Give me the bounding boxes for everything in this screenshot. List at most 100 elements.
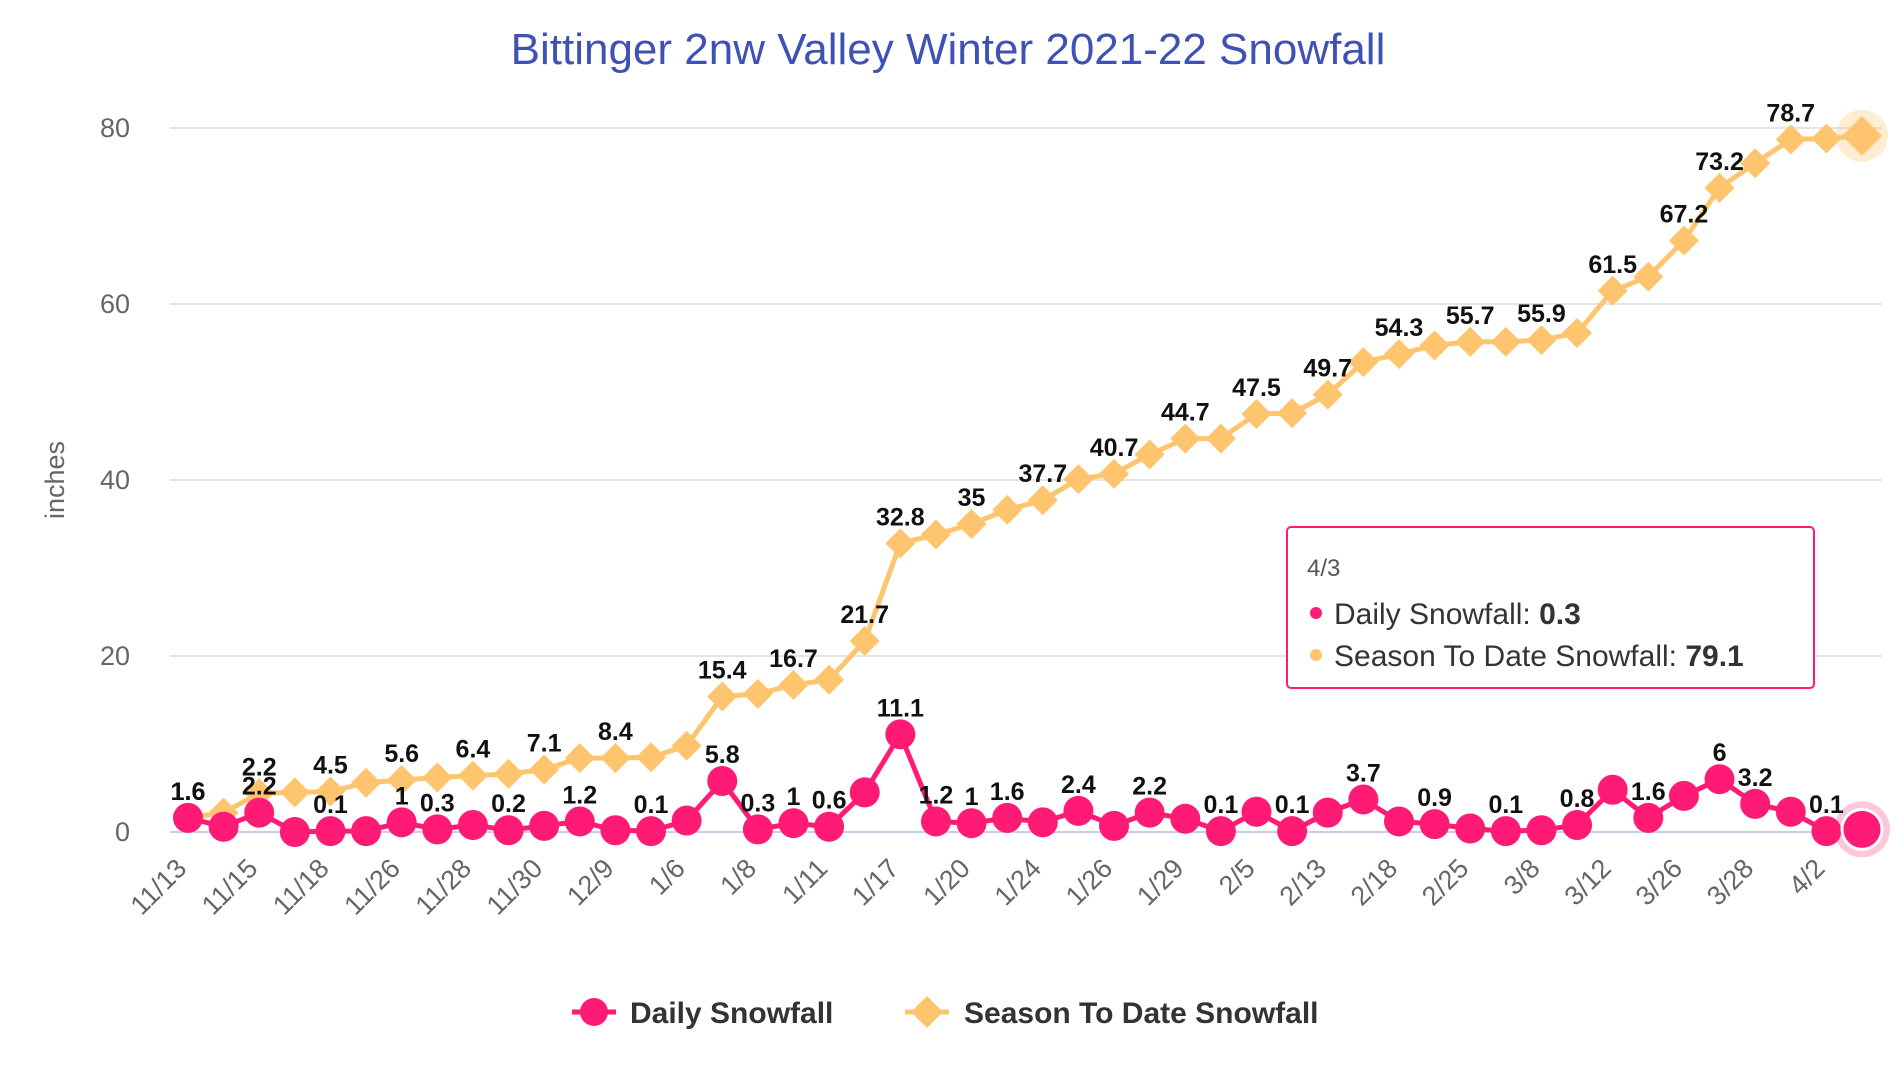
season-point[interactable] <box>422 762 453 793</box>
season-point[interactable] <box>1277 398 1308 429</box>
season-point[interactable] <box>1490 326 1521 357</box>
daily-point[interactable] <box>1704 764 1735 795</box>
daily-point[interactable] <box>1419 809 1450 840</box>
daily-point[interactable] <box>564 806 595 837</box>
season-point[interactable] <box>600 743 631 774</box>
season-point[interactable] <box>1241 399 1272 429</box>
daily-point[interactable] <box>849 777 880 808</box>
daily-point[interactable] <box>600 815 631 846</box>
season-point[interactable] <box>778 670 809 701</box>
daily-point[interactable] <box>1099 810 1130 841</box>
season-point[interactable] <box>1205 423 1236 454</box>
daily-point[interactable] <box>1205 816 1236 847</box>
daily-point[interactable] <box>814 811 845 842</box>
daily-point[interactable] <box>493 815 524 846</box>
daily-point[interactable] <box>1490 816 1521 847</box>
daily-point[interactable] <box>244 797 275 828</box>
daily-point[interactable] <box>1312 797 1343 828</box>
daily-point[interactable] <box>351 816 382 847</box>
season-point[interactable] <box>849 626 880 657</box>
season-point[interactable] <box>1704 172 1735 203</box>
season-point[interactable] <box>1597 275 1628 306</box>
season-point[interactable] <box>1668 225 1699 256</box>
season-point[interactable] <box>671 730 702 761</box>
daily-data-label: 2.2 <box>242 773 277 801</box>
season-point[interactable] <box>636 742 667 773</box>
daily-point[interactable] <box>956 808 987 839</box>
daily-point[interactable] <box>1241 796 1272 827</box>
season-point[interactable] <box>707 681 738 712</box>
season-point[interactable] <box>814 664 845 695</box>
season-point[interactable] <box>1027 485 1058 516</box>
season-point[interactable] <box>1633 261 1664 292</box>
season-point[interactable] <box>351 767 382 798</box>
daily-point[interactable] <box>1383 806 1414 837</box>
daily-point[interactable] <box>742 814 773 845</box>
season-point[interactable] <box>1455 326 1486 357</box>
tooltip-daily-marker <box>1310 607 1322 619</box>
daily-point[interactable] <box>1027 807 1058 838</box>
legend-item-season[interactable]: Season To Date Snowfall <box>905 996 1319 1030</box>
season-point[interactable] <box>1312 379 1343 410</box>
season-point[interactable] <box>956 509 987 539</box>
season-point[interactable] <box>457 760 488 791</box>
season-point[interactable] <box>1775 124 1806 155</box>
daily-point[interactable] <box>1840 807 1884 851</box>
season-point[interactable] <box>742 678 773 709</box>
season-point[interactable] <box>992 494 1023 525</box>
season-point[interactable] <box>1134 439 1165 470</box>
season-point[interactable] <box>315 776 346 807</box>
daily-point[interactable] <box>778 808 809 839</box>
season-point[interactable] <box>885 528 916 559</box>
daily-point[interactable] <box>1348 784 1379 815</box>
daily-point[interactable] <box>1170 803 1201 834</box>
season-point[interactable] <box>386 765 417 796</box>
daily-point[interactable] <box>885 719 916 750</box>
legend-item-daily[interactable]: Daily Snowfall <box>572 997 833 1030</box>
daily-point[interactable] <box>1597 774 1628 805</box>
x-tick-label: 3/26 <box>1630 853 1688 911</box>
season-point[interactable] <box>529 754 560 785</box>
daily-point[interactable] <box>992 802 1023 833</box>
daily-point[interactable] <box>1063 795 1094 826</box>
daily-point[interactable] <box>173 802 203 833</box>
season-point[interactable] <box>1099 458 1130 489</box>
season-data-label: 78.7 <box>1766 99 1815 127</box>
daily-point[interactable] <box>920 806 951 837</box>
daily-point[interactable] <box>422 814 453 845</box>
season-point[interactable] <box>279 777 310 808</box>
season-point[interactable] <box>1170 423 1201 454</box>
daily-point[interactable] <box>1811 816 1842 847</box>
season-point[interactable] <box>1383 339 1414 370</box>
daily-point[interactable] <box>1740 788 1771 819</box>
season-point[interactable] <box>1842 115 1882 156</box>
daily-point[interactable] <box>529 810 560 841</box>
season-point[interactable] <box>920 519 951 550</box>
daily-point[interactable] <box>208 811 239 842</box>
season-point[interactable] <box>1419 330 1450 361</box>
daily-point[interactable] <box>1134 797 1165 828</box>
season-point[interactable] <box>1562 318 1593 349</box>
daily-point[interactable] <box>457 809 488 840</box>
season-point[interactable] <box>1811 123 1842 154</box>
season-point[interactable] <box>1063 464 1094 495</box>
season-point[interactable] <box>1348 347 1379 378</box>
daily-point[interactable] <box>1455 813 1486 844</box>
daily-point[interactable] <box>671 805 702 836</box>
daily-point[interactable] <box>1668 780 1699 811</box>
daily-point[interactable] <box>1562 809 1593 840</box>
daily-point[interactable] <box>1277 816 1308 847</box>
season-point[interactable] <box>564 743 595 774</box>
season-point[interactable] <box>1740 148 1771 179</box>
season-point[interactable] <box>1526 325 1557 356</box>
daily-point[interactable] <box>279 817 310 847</box>
daily-point[interactable] <box>1526 815 1557 846</box>
daily-point[interactable] <box>1775 796 1806 827</box>
daily-point[interactable] <box>315 816 346 847</box>
legend-daily-label: Daily Snowfall <box>630 997 833 1030</box>
daily-point[interactable] <box>636 816 667 847</box>
season-point[interactable] <box>493 758 524 789</box>
daily-point[interactable] <box>386 807 417 838</box>
daily-point[interactable] <box>1633 802 1664 833</box>
daily-point[interactable] <box>707 765 738 796</box>
